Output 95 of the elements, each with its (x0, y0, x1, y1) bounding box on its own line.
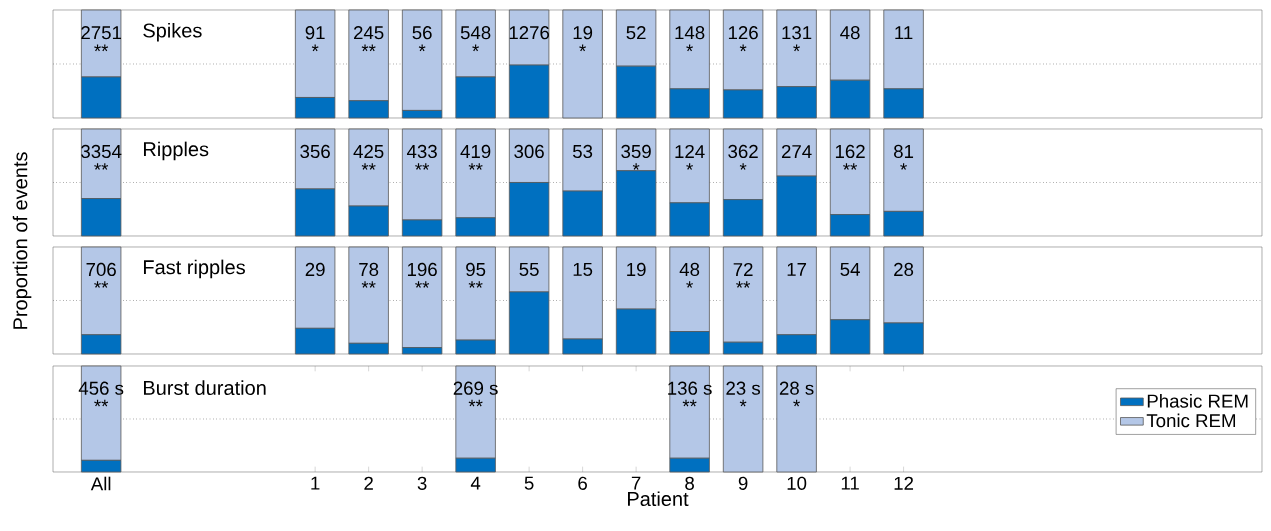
annotation: 548 (460, 26, 491, 40)
annotation: 15 (573, 262, 593, 276)
annotation: 136 s (668, 381, 712, 395)
annotation: 91 (305, 26, 325, 40)
annotation: 433 (406, 144, 437, 159)
legend-label: Phasic REM (1147, 394, 1248, 408)
annotation: 2751 (81, 26, 121, 40)
annotation: 124 (675, 144, 705, 158)
annotation: ** (94, 163, 109, 170)
text: Fast ripples (143, 259, 245, 279)
x-tick-label: 3 (417, 476, 427, 490)
y-axis-title: Proportion of events (12, 152, 32, 329)
annotation: 81 (894, 144, 914, 159)
annotation: 95 (466, 262, 486, 277)
x-tick-label: 12 (894, 476, 914, 490)
text: Burst duration (143, 380, 266, 395)
annotation: 3354 (81, 144, 122, 159)
x-tick-label: 5 (524, 476, 534, 490)
annotation: ** (843, 163, 858, 170)
annotation: 55 (519, 262, 539, 276)
annotation: ** (94, 281, 109, 288)
x-tick-label: 11 (841, 476, 859, 490)
annotation: 419 (460, 144, 491, 159)
annotation: 54 (840, 262, 860, 276)
annotation: * (579, 44, 586, 52)
annotation: 196 (407, 262, 437, 277)
annotation: 48 (840, 26, 860, 40)
x-tick-label: 9 (738, 476, 748, 490)
annotation: 126 (728, 26, 758, 40)
annotation: * (686, 281, 693, 288)
annotation: * (900, 163, 907, 170)
x-tick-label: 2 (364, 476, 373, 490)
x-axis-title: Patient (628, 491, 689, 507)
annotation: * (739, 399, 747, 407)
annotation: * (793, 399, 800, 407)
annotation: * (311, 44, 319, 52)
x-tick-label: 4 (470, 476, 481, 490)
annotation: 48 (679, 262, 700, 277)
annotation: 1276 (509, 26, 550, 40)
annotation: 356 (300, 144, 330, 159)
annotation: 19 (573, 26, 593, 40)
annotation: 52 (626, 26, 646, 40)
annotation: 359 (621, 144, 651, 159)
annotation: 11 (895, 26, 913, 40)
annotation: 706 (86, 262, 116, 277)
annotation: * (793, 44, 800, 52)
annotation: * (739, 163, 747, 170)
annotation: ** (361, 44, 376, 52)
text: Spikes (143, 22, 202, 42)
x-tick-label: 7 (631, 476, 641, 490)
annotation: 56 (412, 26, 432, 40)
x-tick-label: 1 (311, 476, 320, 490)
annotation: ** (682, 399, 697, 407)
annotation: ** (415, 281, 430, 288)
annotation: ** (736, 281, 751, 288)
annotation: ** (415, 163, 430, 170)
annotation: * (418, 44, 426, 52)
annotation: ** (468, 399, 483, 407)
x-tick-label: 8 (685, 476, 694, 490)
annotation: * (472, 44, 479, 52)
annotation: 53 (572, 144, 593, 159)
annotation: 274 (781, 144, 812, 158)
annotation: 306 (514, 144, 544, 159)
x-tick-label: 6 (578, 476, 587, 490)
annotation: 28 (894, 262, 914, 277)
annotation: 269 s (453, 381, 498, 395)
annotation: ** (468, 281, 483, 288)
annotation: * (686, 163, 693, 170)
annotation: 131 (782, 26, 812, 40)
annotation: 23 s (726, 381, 761, 395)
bar (562, 9, 603, 119)
annotation: 29 (305, 262, 325, 277)
annotation: * (739, 44, 747, 52)
annotation: ** (468, 163, 483, 170)
annotation: ** (361, 163, 376, 170)
legend-label: Tonic REM (1146, 413, 1236, 428)
annotation: * (632, 163, 640, 170)
annotation: ** (361, 281, 376, 288)
annotation: 78 (359, 262, 379, 277)
annotation: 17 (787, 263, 807, 276)
annotation: 425 (353, 144, 384, 159)
annotation: ** (94, 44, 109, 52)
annotation: * (686, 44, 693, 52)
annotation: 28 s (779, 381, 814, 395)
annotation: 245 (354, 26, 384, 40)
x-tick-label: 10 (787, 476, 807, 490)
text: Ripples (143, 141, 209, 161)
annotation: 362 (728, 144, 758, 159)
annotation: 19 (627, 262, 646, 277)
annotation: ** (94, 399, 109, 407)
x-tick-label: All (90, 476, 111, 491)
annotation: 456 s (78, 381, 124, 395)
annotation: 162 (835, 144, 865, 159)
annotation: 148 (675, 26, 705, 40)
annotation: 72 (733, 262, 753, 276)
